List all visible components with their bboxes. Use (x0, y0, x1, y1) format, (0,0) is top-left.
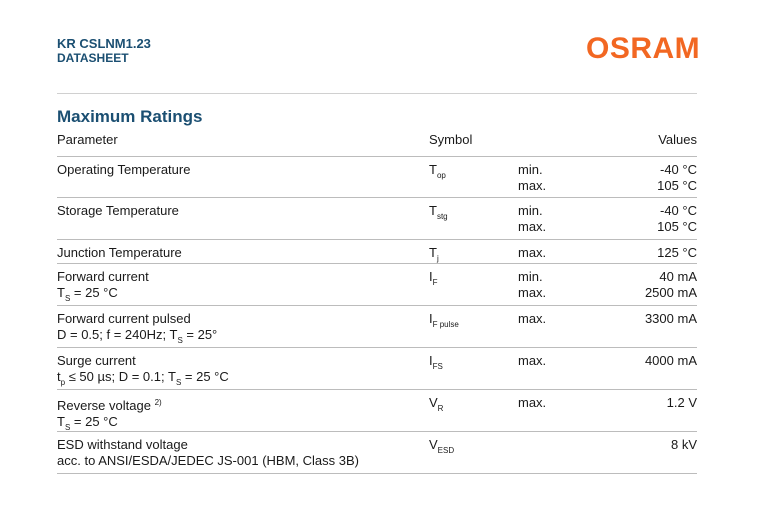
condition-cell: max. (518, 353, 547, 368)
value-cell: 40 mA 2500 mA (644, 269, 697, 300)
parameter-cell: ESD withstand voltage acc. to ANSI/ESDA/J… (57, 437, 359, 468)
table-row: Forward current pulsed D = 0.5; f = 240Hz… (57, 306, 697, 348)
parameter-cell: Reverse voltage 2) TS = 25 °C (57, 398, 162, 432)
value-cell: 8 kV (670, 437, 697, 452)
table-row: Surge current tp ≤ 50 µs; D = 0.1; TS = 2… (57, 348, 697, 390)
parameter-cell: Forward current TS = 25 °C (57, 269, 149, 303)
table-row: ESD withstand voltage acc. to ANSI/ESDA/J… (57, 432, 697, 474)
symbol-cell: IF (429, 269, 438, 287)
condition-cell: min. max. (518, 203, 547, 234)
parameter-cell: Storage Temperature (57, 203, 179, 218)
symbol-cell: VR (429, 395, 444, 413)
value-cell: 125 °C (657, 245, 697, 260)
maximum-ratings-table: Parameter Symbol Values Operating Temper… (57, 128, 697, 474)
condition-cell: max. (518, 395, 547, 410)
parameter-cell: Junction Temperature (57, 245, 182, 260)
symbol-cell: VESD (429, 437, 455, 455)
column-header-symbol: Symbol (429, 132, 473, 147)
parameter-cell: Operating Temperature (57, 162, 191, 177)
condition-cell: max. (518, 245, 547, 260)
condition-cell: max. (518, 311, 547, 326)
symbol-cell: Tj (429, 245, 439, 263)
footnote-marker: 2) (154, 398, 162, 407)
table-row: Storage Temperature Tstg min. max. -40 °C… (57, 198, 697, 240)
table-row: Forward current TS = 25 °C IF min. max. 40… (57, 264, 697, 306)
document-type: DATASHEET (57, 51, 129, 65)
symbol-cell: IF pulse (429, 311, 459, 329)
condition-cell: min. max. (518, 162, 547, 193)
section-title: Maximum Ratings (57, 107, 203, 126)
header-divider (57, 93, 697, 94)
column-header-values: Values (658, 132, 697, 147)
column-header-parameter: Parameter (57, 132, 118, 147)
brand-logo: OSRAM (586, 32, 701, 65)
table-row: Junction Temperature Tj max. 125 °C (57, 240, 697, 264)
symbol-cell: Tstg (429, 203, 448, 221)
symbol-cell: IFS (429, 353, 443, 371)
symbol-cell: Top (429, 162, 446, 180)
value-cell: -40 °C 105 °C (657, 162, 697, 193)
value-cell: 4000 mA (644, 353, 697, 368)
parameter-cell: Forward current pulsed D = 0.5; f = 240Hz… (57, 311, 218, 345)
table-header-row: Parameter Symbol Values (57, 128, 697, 157)
table-row: Operating Temperature Top min. max. -40 °… (57, 157, 697, 198)
parameter-cell: Surge current tp ≤ 50 µs; D = 0.1; TS = 2… (57, 353, 229, 387)
product-name: KR CSLNM1.23 (57, 36, 151, 51)
table-row: Reverse voltage 2) TS = 25 °C VR max. 1.2… (57, 390, 697, 432)
value-cell: -40 °C 105 °C (657, 203, 697, 234)
value-cell: 1.2 V (666, 395, 697, 410)
value-cell: 3300 mA (644, 311, 697, 326)
condition-cell: min. max. (518, 269, 547, 300)
